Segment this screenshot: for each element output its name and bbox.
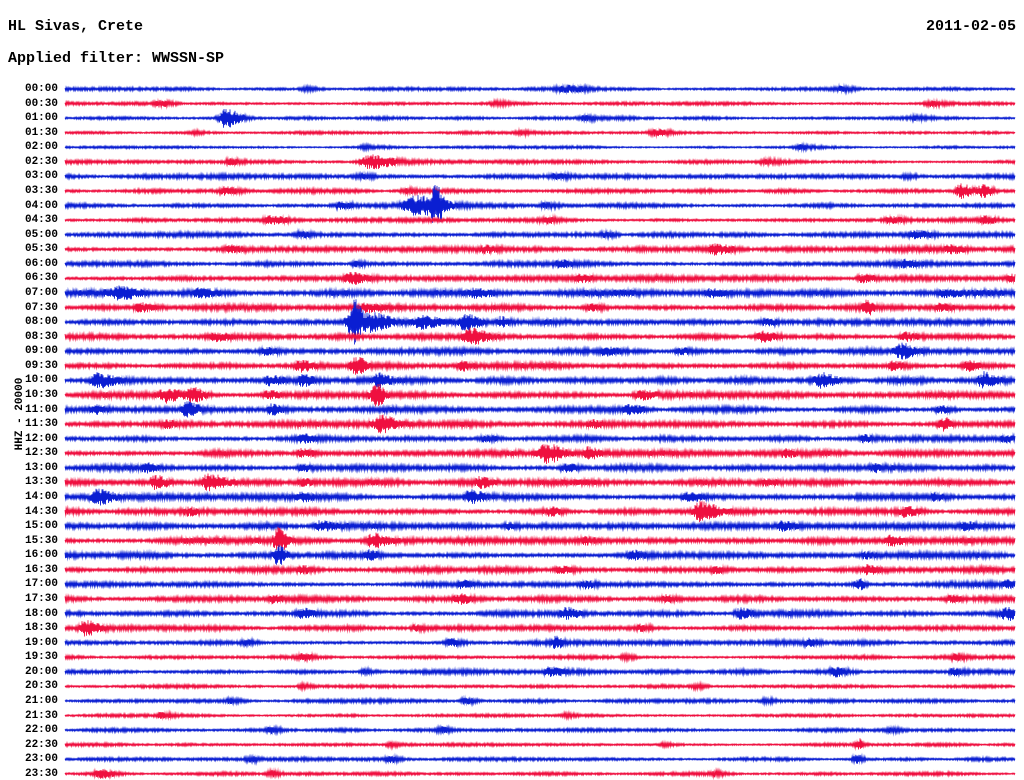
trace-time-label: 22:30 — [24, 738, 58, 751]
trace-time-label: 03:00 — [24, 170, 58, 183]
trace-time-label: 01:30 — [24, 126, 58, 139]
trace-time-label: 18:00 — [24, 607, 58, 620]
trace-time-label: 04:30 — [24, 214, 58, 227]
trace-time-label: 08:00 — [24, 316, 58, 329]
trace-time-label: 05:30 — [24, 243, 58, 256]
trace-time-label: 05:00 — [24, 228, 58, 241]
trace-time-label: 08:30 — [24, 330, 58, 343]
trace-time-label: 13:30 — [24, 476, 58, 489]
trace-time-label: 06:00 — [24, 257, 58, 270]
trace-time-label: 09:00 — [24, 345, 58, 358]
trace-time-label: 17:30 — [24, 592, 58, 605]
trace-time-label: 12:30 — [24, 447, 58, 460]
trace-time-label: 18:30 — [24, 622, 58, 635]
trace-time-label: 15:30 — [24, 534, 58, 547]
trace-time-label: 07:00 — [24, 286, 58, 299]
trace-time-label: 23:30 — [24, 767, 58, 780]
trace-time-label: 01:00 — [24, 112, 58, 125]
trace-time-label: 22:00 — [24, 724, 58, 737]
trace-time-label: 11:00 — [24, 403, 58, 416]
trace-time-label: 07:30 — [24, 301, 58, 314]
trace-time-label: 02:00 — [24, 141, 58, 154]
trace-time-label: 17:00 — [24, 578, 58, 591]
trace-time-label: 20:30 — [24, 680, 58, 693]
trace-time-label: 14:30 — [24, 505, 58, 518]
trace-time-label: 16:00 — [24, 549, 58, 562]
trace-time-label: 03:30 — [24, 184, 58, 197]
trace-time-label: 15:00 — [24, 520, 58, 533]
trace-time-label: 10:00 — [24, 374, 58, 387]
trace-time-label: 06:30 — [24, 272, 58, 285]
trace-time-label: 20:00 — [24, 665, 58, 678]
trace-time-label: 23:00 — [24, 753, 58, 766]
trace-time-label: 19:00 — [24, 636, 58, 649]
trace-time-label: 19:30 — [24, 651, 58, 664]
trace-time-label: 10:30 — [24, 388, 58, 401]
trace-time-label: 09:30 — [24, 359, 58, 372]
trace-time-label: 21:00 — [24, 694, 58, 707]
trace-time-label: 00:00 — [24, 83, 58, 95]
trace-time-label: 04:00 — [24, 199, 58, 212]
trace-time-label: 21:30 — [24, 709, 58, 722]
trace-time-label: 11:30 — [24, 418, 58, 431]
trace-time-label: 16:30 — [24, 563, 58, 576]
trace-time-label: 12:00 — [24, 432, 58, 445]
trace-time-label: 13:00 — [24, 461, 58, 474]
trace-time-label: 00:30 — [24, 97, 58, 110]
trace-time-label: 02:30 — [24, 155, 58, 168]
trace-time-label: 14:00 — [24, 490, 58, 503]
